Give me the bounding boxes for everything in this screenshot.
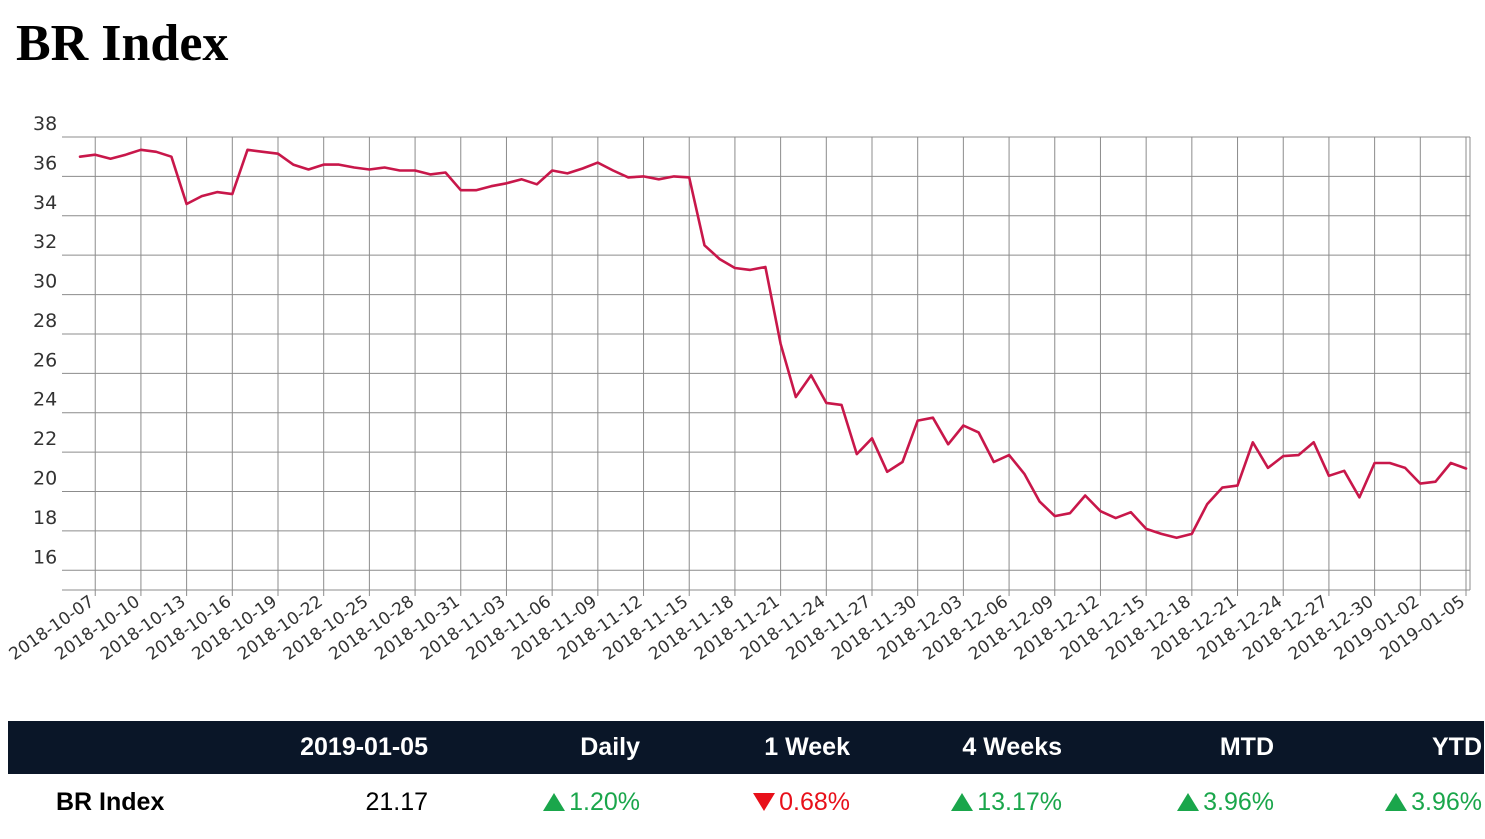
summary-data-row: BR Index 21.17 1.20% 0.68% 13.17% 3.96% … [8, 774, 1484, 830]
summary-header-daily: Daily [580, 733, 640, 761]
y-tick-label: 38 [33, 113, 57, 135]
y-tick-label: 30 [33, 271, 57, 293]
summary-header-ytd: YTD [1432, 733, 1482, 761]
y-axis-ticks: 16 18 20 22 24 26 28 30 32 34 36 38 [33, 113, 57, 568]
chart-grid [62, 136, 1471, 596]
summary-header-1-week: 1 Week [764, 733, 850, 761]
summary-header-date: 2019-01-05 [300, 733, 428, 761]
summary-header-4-weeks: 4 Weeks [962, 733, 1062, 761]
daily-change: 1.20% [428, 774, 640, 830]
4-weeks-change: 13.17% [850, 774, 1062, 830]
summary-table: 2019-01-05 Daily 1 Week 4 Weeks MTD YTD … [8, 721, 1484, 830]
summary-row-label: BR Index [56, 787, 165, 816]
summary-header-label [8, 721, 188, 774]
ytd-change: 3.96% [1274, 774, 1482, 830]
y-tick-label: 26 [33, 349, 57, 371]
y-tick-label: 18 [33, 507, 57, 529]
y-tick-label: 34 [33, 192, 57, 214]
x-axis-ticks: 2018-10-072018-10-102018-10-132018-10-16… [6, 592, 1469, 665]
down-triangle-icon [753, 793, 776, 811]
y-tick-label: 36 [33, 152, 57, 174]
line-chart: 16 18 20 22 24 26 28 30 32 34 36 38 2018-10-072018-… [6, 113, 1471, 665]
chart-series [78, 148, 1468, 540]
series-line [78, 148, 1468, 540]
page-title: BR Index [16, 15, 229, 72]
mtd-change-text: 3.96% [1203, 787, 1274, 816]
summary-row-value: 21.17 [365, 787, 428, 816]
summary-header-row: 2019-01-05 Daily 1 Week 4 Weeks MTD YTD [8, 721, 1484, 774]
mtd-change: 3.96% [1062, 774, 1274, 830]
y-tick-label: 16 [33, 546, 57, 568]
up-triangle-icon [1385, 793, 1408, 811]
daily-change-text: 1.20% [569, 787, 640, 816]
ytd-change-text: 3.96% [1411, 787, 1482, 816]
1-week-change: 0.68% [640, 774, 850, 830]
up-triangle-icon [1177, 793, 1200, 811]
y-tick-label: 20 [33, 468, 57, 490]
1-week-change-text: 0.68% [779, 787, 850, 816]
summary-header-mtd: MTD [1219, 733, 1274, 761]
4-weeks-change-text: 13.17% [977, 787, 1062, 816]
y-tick-label: 22 [33, 428, 57, 450]
y-tick-label: 28 [33, 310, 57, 332]
y-tick-label: 24 [33, 389, 57, 411]
y-tick-label: 32 [33, 231, 57, 253]
up-triangle-icon [543, 793, 566, 811]
up-triangle-icon [951, 793, 974, 811]
